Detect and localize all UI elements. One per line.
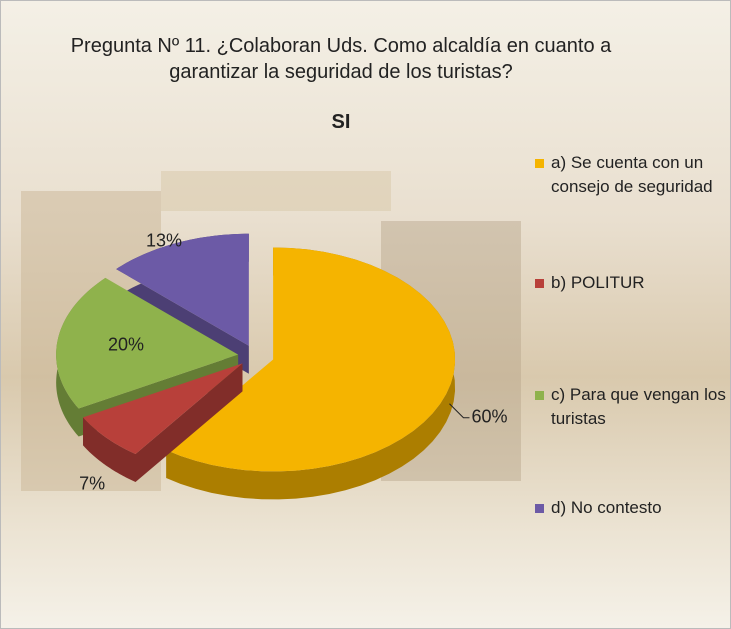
chart: 60% 7% 20% 13% Pregunta Nº 11. ¿Colaboran U…	[0, 0, 731, 629]
legend-label: b) POLITUR	[551, 273, 645, 292]
legend-label: a) Se cuenta con un consejo de seguridad	[551, 153, 713, 196]
data-label: 20%	[108, 335, 144, 355]
legend-item: d) No contesto	[535, 496, 726, 520]
data-label: 7%	[79, 474, 105, 494]
legend-swatch	[535, 391, 544, 400]
chart-title: Pregunta Nº 11. ¿Colaboran Uds. Como alc…	[61, 33, 621, 85]
data-label: 13%	[146, 231, 182, 251]
chart-subtitle: SI	[61, 111, 621, 134]
legend-label: c) Para que vengan los turistas	[551, 385, 726, 428]
legend-item: a) Se cuenta con un consejo de seguridad	[535, 151, 726, 199]
legend-item: b) POLITUR	[535, 271, 726, 295]
legend-label: d) No contesto	[551, 498, 662, 517]
legend-swatch	[535, 504, 544, 513]
legend-item: c) Para que vengan los turistas	[535, 383, 726, 431]
legend-swatch	[535, 159, 544, 168]
legend-swatch	[535, 279, 544, 288]
pie-area: 60% 7% 20% 13%	[1, 1, 731, 629]
data-label: 60%	[471, 406, 507, 426]
background-roof	[161, 171, 391, 211]
